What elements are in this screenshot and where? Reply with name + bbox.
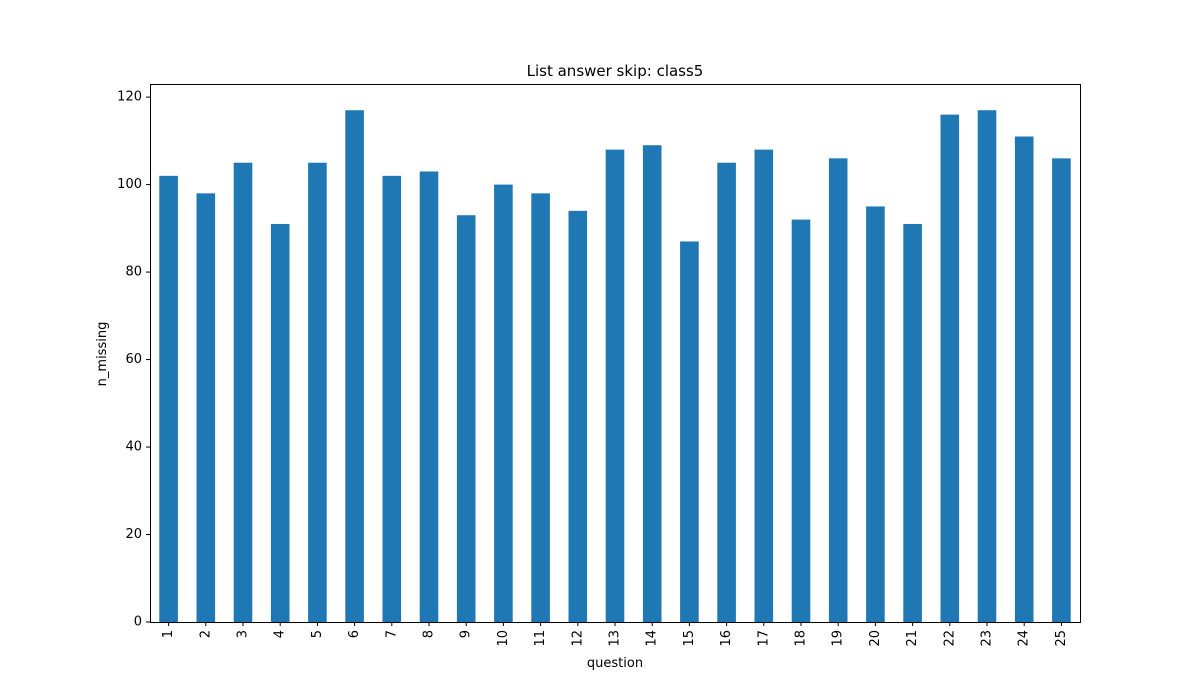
x-tick-label: 11 [533,630,548,647]
x-tick-label: 13 [608,630,623,647]
x-tick-label: 1 [161,630,176,638]
bar-question-10 [494,184,513,622]
y-tick-label: 100 [117,177,142,192]
plot-frame [150,84,1081,623]
y-tick-label: 60 [125,352,142,367]
x-tick-label: 5 [310,630,325,638]
bar-question-7 [382,175,402,622]
bar-question-4 [270,223,290,622]
y-tick-label: 40 [125,440,142,455]
bar-question-20 [866,206,885,622]
bar-question-8 [419,171,439,623]
x-tick-label: 2 [198,630,213,638]
bar-question-18 [791,219,811,622]
x-tick-label: 22 [942,630,957,647]
x-tick-label: 16 [719,630,734,647]
bar-question-14 [642,145,662,623]
y-tick-label: 120 [117,90,142,105]
x-tick-label: 12 [570,630,585,647]
y-axis: 0 20 40 60 80 100 120 [117,90,150,630]
x-tick-label: 6 [347,630,362,638]
bar-question-24 [1014,136,1034,623]
x-tick-label: 20 [868,630,883,647]
bar-question-12 [568,210,588,622]
x-tick-label: 8 [422,630,437,638]
x-tick-label: 14 [645,630,660,647]
x-tick-label: 24 [1017,630,1032,647]
bar-question-5 [308,162,327,623]
x-tick-label: 3 [236,630,251,638]
y-tick-label: 80 [125,265,142,280]
x-tick-label: 7 [384,630,399,638]
x-tick-label: 19 [831,630,846,647]
y-tick-label: 20 [125,527,142,542]
bar-question-15 [680,241,699,622]
bar-question-16 [717,162,736,623]
bar-question-3 [233,162,253,623]
x-tick-label: 18 [794,630,809,647]
bar-question-9 [456,215,476,622]
x-tick-label: 10 [496,630,511,647]
x-tick-label: 23 [980,630,995,647]
bar-question-21 [903,223,922,622]
bar-question-19 [828,158,848,623]
bar-question-25 [1052,158,1071,623]
x-tick-label: 15 [682,630,697,647]
x-tick-label: 4 [273,630,288,638]
bar-question-13 [605,149,625,623]
x-axis-label: question [587,656,643,671]
bars-group [159,110,1071,623]
bar-question-2 [196,193,216,622]
chart-title: List answer skip: class5 [527,62,704,80]
bar-question-11 [531,193,550,622]
x-tick-label: 21 [905,630,920,647]
y-axis-label: n_missing [95,322,110,387]
x-tick-label: 25 [1054,630,1069,647]
bar-question-17 [754,149,774,623]
y-tick-label: 0 [134,615,142,630]
x-axis: 1 2 3 4 5 6 7 8 9 10 11 12 13 14 15 16 17 18 19 20 21 22 23 24 2… [161,622,1069,647]
bar-question-22 [940,114,960,623]
x-tick-label: 9 [459,630,474,638]
bar-question-1 [159,175,178,622]
bar-question-23 [977,110,997,623]
bar-question-6 [345,110,364,623]
x-tick-label: 17 [756,630,771,647]
